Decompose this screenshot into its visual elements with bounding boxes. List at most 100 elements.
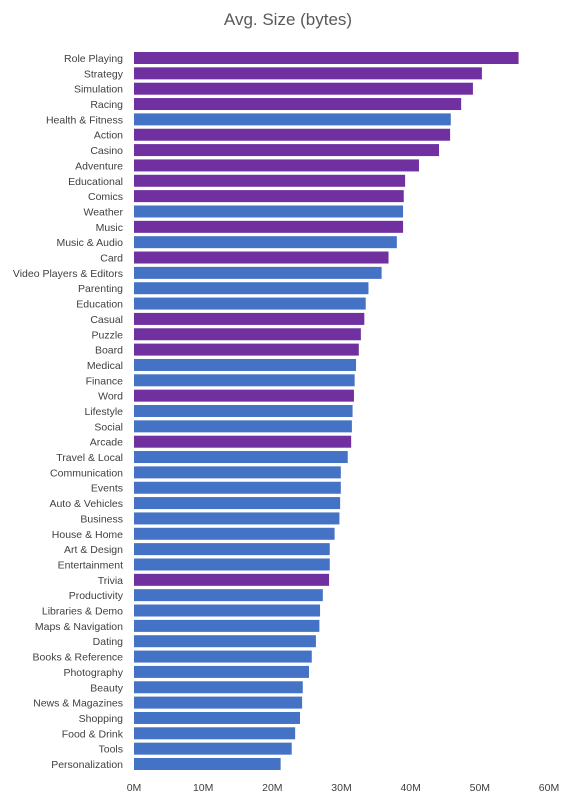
bar	[134, 466, 341, 479]
bar	[134, 328, 361, 341]
bar	[134, 635, 316, 648]
bar	[134, 497, 341, 510]
category-label: Lifestyle	[84, 406, 123, 418]
bar	[134, 512, 340, 525]
category-label: Art & Design	[64, 544, 123, 556]
x-tick-label: 50M	[470, 782, 490, 794]
category-label: Racing	[90, 99, 123, 111]
bar	[134, 558, 330, 571]
category-label: Music & Audio	[56, 237, 123, 249]
category-label: Education	[76, 299, 123, 311]
category-label: Comics	[88, 191, 123, 203]
category-label: Food & Drink	[62, 728, 124, 740]
bar	[134, 128, 451, 141]
category-label: Parenting	[78, 283, 123, 295]
category-label: Beauty	[90, 682, 123, 694]
bar	[134, 220, 404, 233]
bar	[134, 481, 341, 494]
category-label: Photography	[63, 667, 123, 679]
category-label: Music	[96, 222, 123, 234]
x-tick-label: 20M	[262, 782, 282, 794]
category-label: Strategy	[84, 68, 124, 80]
bar	[134, 358, 357, 371]
bar	[134, 82, 473, 95]
category-label: Productivity	[69, 590, 124, 602]
x-tick-label: 0M	[127, 782, 142, 794]
bar	[134, 266, 382, 279]
bar	[134, 435, 352, 448]
category-label: Weather	[84, 206, 124, 218]
bar	[134, 527, 335, 540]
bar	[134, 451, 348, 464]
category-label: Role Playing	[64, 53, 123, 65]
category-label: Simulation	[74, 84, 123, 96]
bar	[134, 174, 406, 187]
x-tick-label: 40M	[400, 782, 420, 794]
category-label: Libraries & Demo	[42, 606, 123, 618]
category-label: Trivia	[98, 575, 123, 587]
category-label: Personalization	[51, 759, 123, 771]
category-label: Puzzle	[91, 329, 123, 341]
category-label: Books & Reference	[33, 652, 124, 664]
x-tick-label: 60M	[539, 782, 559, 794]
bar	[134, 389, 354, 402]
category-label: Video Players & Editors	[13, 268, 123, 280]
category-label: Action	[94, 130, 123, 142]
x-tick-label: 30M	[331, 782, 351, 794]
x-tick-label: 10M	[193, 782, 213, 794]
bar	[134, 758, 281, 770]
bar	[134, 144, 440, 157]
category-label: Educational	[68, 176, 123, 188]
category-label: Health & Fitness	[46, 114, 123, 126]
category-label: Maps & Navigation	[35, 621, 123, 633]
category-label: Business	[80, 513, 123, 525]
bar	[134, 297, 366, 310]
category-label: News & Magazines	[33, 698, 123, 710]
category-label: Arcade	[90, 437, 123, 449]
bar	[134, 589, 323, 602]
bar	[134, 604, 321, 617]
category-label: Communication	[50, 467, 123, 479]
category-label: Tools	[98, 744, 123, 756]
bar	[134, 374, 355, 387]
bar	[134, 282, 369, 295]
bar	[134, 420, 352, 433]
bar	[134, 742, 292, 755]
category-label: Shopping	[79, 713, 124, 725]
bar	[134, 251, 389, 264]
bar	[134, 98, 462, 111]
category-label: Finance	[86, 375, 124, 387]
bar	[134, 343, 359, 356]
bar	[134, 681, 303, 694]
bar	[134, 190, 404, 203]
bar	[134, 205, 404, 218]
bar	[134, 665, 309, 678]
bar	[134, 711, 300, 724]
bar	[134, 52, 519, 64]
category-label: Word	[98, 391, 123, 403]
bar	[134, 727, 296, 740]
bar	[134, 650, 312, 663]
bar	[134, 543, 330, 556]
category-label: Board	[95, 345, 123, 357]
category-label: Travel & Local	[56, 452, 123, 464]
bar	[134, 696, 303, 709]
bar	[134, 67, 482, 80]
chart-title: Avg. Size (bytes)	[223, 10, 353, 29]
category-label: Entertainment	[58, 559, 123, 571]
category-label: Casual	[90, 314, 123, 326]
category-label: Auto & Vehicles	[49, 498, 123, 510]
category-label: House & Home	[52, 529, 123, 541]
category-label: Adventure	[75, 160, 123, 172]
category-label: Events	[91, 483, 123, 495]
bar	[134, 619, 320, 632]
bar	[134, 573, 330, 586]
bar	[134, 113, 451, 126]
category-label: Social	[94, 421, 123, 433]
category-label: Medical	[87, 360, 123, 372]
category-label: Card	[100, 253, 123, 265]
bar	[134, 312, 365, 325]
category-label: Casino	[90, 145, 123, 157]
